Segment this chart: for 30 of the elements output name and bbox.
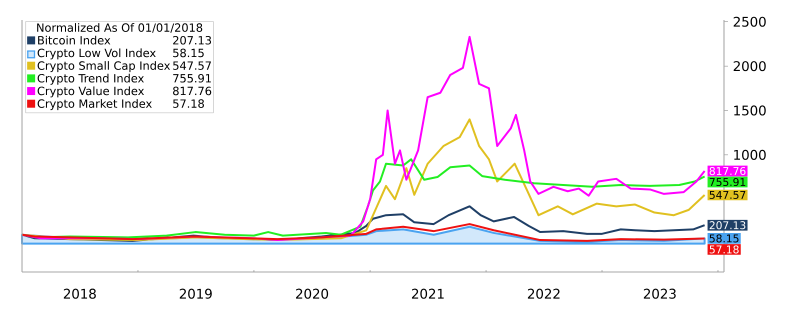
text: 817.76 [173, 86, 212, 96]
x-tick-label: 2019 [180, 288, 212, 299]
x-tick-label: 2022 [528, 288, 560, 299]
data-label: 547.57 [710, 191, 746, 199]
legend-label: Crypto Value Index [38, 86, 144, 98]
data-label: 57.18 [710, 245, 739, 254]
text: 57.18 [173, 99, 204, 108]
text: 755.91 [173, 74, 211, 83]
x-tick-label: 2021 [412, 288, 444, 299]
y-tick-label: 2500 [734, 16, 766, 27]
text: 207.13 [173, 36, 212, 45]
data-label: 58.15 [710, 234, 738, 242]
y-tick-label: 1000 [734, 150, 766, 160]
legend-label: Bitcoin Index [38, 36, 110, 45]
line-series [21, 223, 706, 242]
data-label: 207.13 [710, 221, 746, 230]
legend-label: Crypto Low Vol Index [38, 48, 156, 60]
y-tick-label: 2000 [734, 61, 766, 72]
text: 58.15 [173, 48, 204, 58]
x-tick-label: 2020 [296, 288, 328, 299]
legend-label: Crypto Market Index [38, 99, 152, 110]
legend-label: Crypto Trend Index [38, 74, 144, 85]
data-label: 755.91 [710, 178, 746, 186]
x-tick-label: 2018 [64, 288, 96, 299]
x-tick-label: 2023 [644, 288, 676, 299]
legend-title: Normalized As Of 01/01/2018 [37, 23, 202, 33]
data-label: 817.76 [710, 166, 746, 176]
text: 547.57 [173, 61, 211, 70]
y-tick-label: 1500 [734, 105, 766, 116]
legend-label: Crypto Small Cap Index [38, 61, 170, 72]
